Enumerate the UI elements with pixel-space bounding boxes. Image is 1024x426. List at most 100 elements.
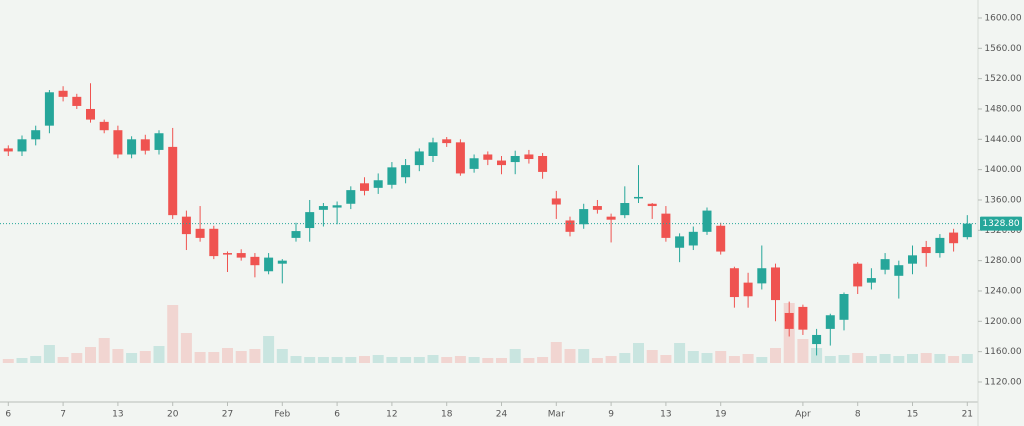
candle-body xyxy=(716,225,726,252)
volume-bar xyxy=(112,349,124,363)
candle-body xyxy=(729,268,739,298)
volume-bar xyxy=(907,354,918,363)
volume-bar xyxy=(605,356,617,363)
volume-bar xyxy=(591,358,603,363)
x-tick-label: Mar xyxy=(548,410,565,420)
volume-bar xyxy=(441,357,453,363)
candle-body xyxy=(414,151,424,166)
volume-bar xyxy=(742,354,754,363)
volume-bar xyxy=(948,356,960,363)
candle-body xyxy=(825,315,835,329)
candle-body xyxy=(908,255,917,264)
volume-bar xyxy=(98,338,110,363)
volume-bar xyxy=(427,355,439,363)
candle-body xyxy=(497,160,506,166)
candle-body xyxy=(113,130,123,155)
volume-bar xyxy=(879,354,891,363)
volume-bar xyxy=(865,356,877,363)
candle-body xyxy=(127,139,137,155)
volume-bar xyxy=(126,353,138,363)
volume-bar xyxy=(2,359,14,363)
volume-bar xyxy=(290,356,302,363)
y-tick-label: 1200.00 xyxy=(984,317,1021,327)
last-price-box xyxy=(980,216,1022,231)
candle-body xyxy=(373,180,383,188)
volume-bar xyxy=(71,353,83,363)
x-tick-label: 8 xyxy=(855,410,861,420)
volume-bar xyxy=(468,357,480,363)
volume-bar xyxy=(43,345,55,363)
volume-bar xyxy=(578,349,590,363)
candle-body xyxy=(154,133,164,150)
volume-bar xyxy=(16,358,28,363)
x-tick-label: 6 xyxy=(5,410,11,420)
volume-bar xyxy=(893,356,905,363)
volume-bar xyxy=(496,358,507,363)
candle-body xyxy=(99,121,109,131)
y-tick-label: 1160.00 xyxy=(984,347,1021,357)
volume-bar xyxy=(167,305,179,363)
candle-body xyxy=(264,257,274,272)
candle-body xyxy=(236,253,246,258)
x-tick-label: 15 xyxy=(907,410,918,420)
volume-bar xyxy=(386,357,398,363)
candle-body xyxy=(812,334,822,345)
candle-body xyxy=(565,220,575,232)
candle-body xyxy=(332,205,342,208)
volume-bar xyxy=(345,357,357,363)
volume-bar xyxy=(372,355,384,363)
x-tick-label: 9 xyxy=(608,410,614,420)
candle-body xyxy=(634,196,643,199)
candle-body xyxy=(771,267,780,301)
volume-bar xyxy=(482,358,494,363)
candle-body xyxy=(798,306,808,330)
volume-bar xyxy=(838,355,850,363)
x-tick-label: 24 xyxy=(496,410,508,420)
candle-body xyxy=(962,223,972,238)
volume-bar xyxy=(550,342,562,363)
y-tick-label: 1120.00 xyxy=(984,377,1021,387)
candle-body xyxy=(3,148,13,152)
candle-body xyxy=(579,209,589,225)
volume-bar xyxy=(317,357,329,363)
y-tick-label: 1520.00 xyxy=(984,74,1021,84)
volume-bar xyxy=(715,351,727,363)
candle-body xyxy=(277,260,287,264)
volume-bar xyxy=(304,357,316,363)
volume-bar xyxy=(728,356,740,363)
candle-body xyxy=(853,263,863,287)
volume-bar xyxy=(646,350,658,363)
volume-bar xyxy=(235,351,247,363)
candle-body xyxy=(524,154,534,160)
volume-bar xyxy=(756,357,768,363)
candle-body xyxy=(209,228,219,257)
candle-body xyxy=(866,278,876,283)
candle-body xyxy=(181,216,191,235)
candle-body xyxy=(757,268,767,284)
candle-body xyxy=(483,154,493,160)
volume-bar xyxy=(920,353,932,363)
candle-body xyxy=(250,256,260,266)
volume-bar xyxy=(701,353,713,363)
candle-body xyxy=(880,259,890,270)
volume-bar xyxy=(180,333,192,363)
x-tick-label: 18 xyxy=(441,410,453,420)
candle-body xyxy=(620,203,630,216)
candle-body xyxy=(839,294,849,320)
candle-body xyxy=(140,139,150,151)
x-tick-label: 13 xyxy=(112,410,123,420)
candle-body xyxy=(44,92,54,126)
x-tick-label: 20 xyxy=(167,410,179,420)
volume-bar xyxy=(961,354,973,363)
candle-body xyxy=(784,312,794,329)
volume-bar xyxy=(57,357,69,363)
volume-bar xyxy=(222,348,233,363)
volume-bar xyxy=(400,357,412,363)
y-tick-label: 1360.00 xyxy=(984,195,1021,205)
candle-body xyxy=(510,155,520,163)
volume-bar xyxy=(770,348,781,363)
y-tick-label: 1440.00 xyxy=(984,135,1021,145)
candle-body xyxy=(675,236,685,248)
